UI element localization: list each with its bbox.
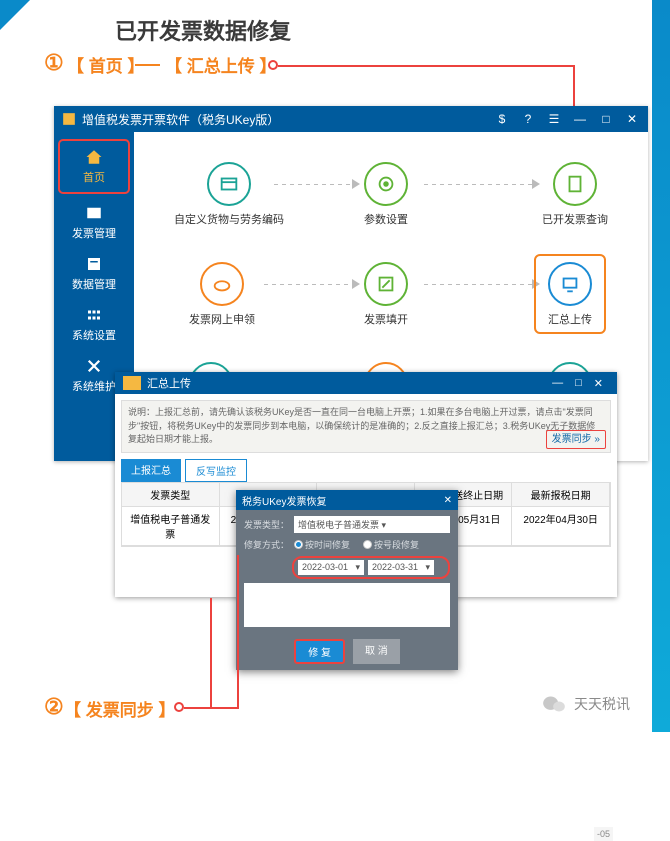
step1-dash: [135, 64, 160, 66]
window-title: 增值税发票开票软件（税务UKey版）: [82, 111, 279, 128]
sidebar-label: 数据管理: [72, 276, 116, 292]
footer-account: 天天税讯: [574, 694, 630, 714]
data-icon: [85, 255, 103, 273]
date-from-input[interactable]: 2022-03-01▾: [298, 560, 364, 575]
date-suffix: -05: [594, 827, 613, 841]
tile-issued-query[interactable]: 已开发票查询: [542, 162, 608, 227]
connector-line: [424, 184, 534, 185]
sync-invoice-button[interactable]: 发票同步 »: [546, 430, 606, 449]
date-to-input[interactable]: 2022-03-31▾: [368, 560, 434, 575]
minimize-icon[interactable]: —: [572, 111, 588, 127]
close-icon[interactable]: ✕: [594, 377, 603, 390]
radio-by-time[interactable]: 按时间修复: [294, 538, 350, 551]
annotation-line: [278, 65, 575, 67]
type-label: 发票类型：: [244, 518, 289, 531]
sidebar-item-settings[interactable]: 系统设置: [54, 299, 134, 350]
tile-apply-online[interactable]: 发票网上申领: [189, 262, 255, 327]
tile-fill-invoice[interactable]: 发票填开: [364, 262, 408, 327]
sidebar-item-data[interactable]: 数据管理: [54, 248, 134, 299]
tile-params[interactable]: 参数设置: [364, 162, 408, 227]
goods-icon: [218, 173, 240, 195]
help-icon[interactable]: ?: [520, 111, 536, 127]
dialog-footer: 修 复 取 消: [236, 633, 458, 670]
tile-label: 发票填开: [364, 311, 408, 327]
settings-icon: [85, 306, 103, 324]
col-header: 最新报税日期: [512, 483, 610, 507]
sidebar-label: 系统维护: [72, 378, 116, 394]
footer: 天天税讯: [542, 694, 630, 714]
tabs: 上报汇总 反写监控: [121, 459, 611, 482]
connector-line: [274, 184, 354, 185]
sidebar-item-invoice[interactable]: 发票管理: [54, 197, 134, 248]
gear-icon: [375, 173, 397, 195]
step1-label-b: 【 汇总上传 】: [165, 52, 276, 77]
restore-button[interactable]: 修 复: [294, 639, 345, 664]
arrow-icon: [352, 179, 360, 189]
col-header: 发票类型: [122, 483, 220, 507]
highlight-box: [534, 254, 606, 334]
step1-label-a: 【 首页 】: [67, 52, 144, 77]
cell: 2022年04月30日: [512, 507, 610, 546]
cancel-button[interactable]: 取 消: [353, 639, 400, 664]
connector-line: [424, 284, 534, 285]
type-value: 增值税电子普通发票: [298, 520, 379, 530]
radio-label: 按时间修复: [305, 538, 350, 551]
tools-icon: [85, 357, 103, 375]
tile-label: 发票网上申领: [189, 311, 255, 327]
restore-dialog: 税务UKey发票恢复 ✕ 发票类型： 增值税电子普通发票 ▾ 修复方式： 按时间…: [236, 490, 458, 670]
edit-icon: [375, 273, 397, 295]
tab-report[interactable]: 上报汇总: [121, 459, 181, 482]
tile-custom-goods[interactable]: 自定义货物与劳务编码: [174, 162, 284, 227]
dialog-close-icon[interactable]: ✕: [444, 495, 452, 506]
radio-label: 按号段修复: [374, 538, 419, 551]
sidebar-label: 系统设置: [72, 327, 116, 343]
tile-label: 已开发票查询: [542, 211, 608, 227]
arrow-icon: [352, 279, 360, 289]
maximize-icon[interactable]: □: [598, 111, 614, 127]
dialog-titlebar: 税务UKey发票恢复 ✕: [236, 490, 458, 510]
minimize-icon[interactable]: —: [552, 377, 563, 389]
type-select[interactable]: 增值税电子普通发票 ▾: [294, 516, 450, 533]
cell: 增值税电子普通发票: [122, 507, 220, 546]
home-icon: [85, 148, 103, 166]
step2-connector-dot: [174, 702, 184, 712]
notice-box: 说明：上报汇总前，请先确认该税务UKey是否一直在同一台电脑上开票；1.如果在多…: [121, 400, 611, 453]
sidebar-label: 发票管理: [72, 225, 116, 241]
sub-titlebar: 汇总上传 — □ ✕: [115, 372, 617, 394]
step2-label: 【 发票同步 】: [64, 696, 175, 721]
date-range-highlight: 2022-03-01▾ 2022-03-31▾: [292, 556, 450, 579]
sub-window-title: 汇总上传: [147, 375, 191, 391]
help-money-icon[interactable]: $: [494, 111, 510, 127]
invoice-icon: [85, 204, 103, 222]
tile-label: 参数设置: [364, 211, 408, 227]
close-icon[interactable]: ✕: [624, 111, 640, 127]
sub-window-icon: [123, 376, 141, 390]
arrow-icon: [532, 179, 540, 189]
sidebar-label: 首页: [83, 169, 105, 185]
radio-by-range[interactable]: 按号段修复: [363, 538, 419, 551]
dialog-title: 税务UKey发票恢复: [242, 493, 326, 508]
sidebar-item-home[interactable]: 首页: [58, 139, 130, 194]
dialog-textarea[interactable]: [244, 583, 450, 627]
annotation-line: [237, 555, 239, 709]
date-value: 2022-03-31: [372, 562, 418, 573]
step1-number: ①: [44, 50, 64, 76]
step2-number: ②: [44, 694, 64, 720]
maximize-icon[interactable]: □: [575, 377, 582, 389]
annotation-line: [210, 598, 212, 709]
page-title: 已开发票数据修复: [115, 14, 291, 46]
notice-text: 说明：上报汇总前，请先确认该税务UKey是否一直在同一台电脑上开票；1.如果在多…: [128, 407, 595, 444]
wechat-icon: [542, 694, 566, 714]
mode-label: 修复方式：: [244, 538, 289, 551]
document-icon: [564, 173, 586, 195]
step1-connector-dot: [268, 60, 278, 70]
date-value: 2022-03-01: [302, 562, 348, 573]
tile-label: 自定义货物与劳务编码: [174, 211, 284, 227]
connector-line: [264, 284, 354, 285]
menu-icon[interactable]: ☰: [546, 111, 562, 127]
cloud-icon: [211, 273, 233, 295]
annotation-line: [184, 707, 239, 709]
tab-monitor[interactable]: 反写监控: [185, 459, 247, 482]
titlebar: 增值税发票开票软件（税务UKey版） $ ? ☰ — □ ✕: [54, 106, 648, 132]
